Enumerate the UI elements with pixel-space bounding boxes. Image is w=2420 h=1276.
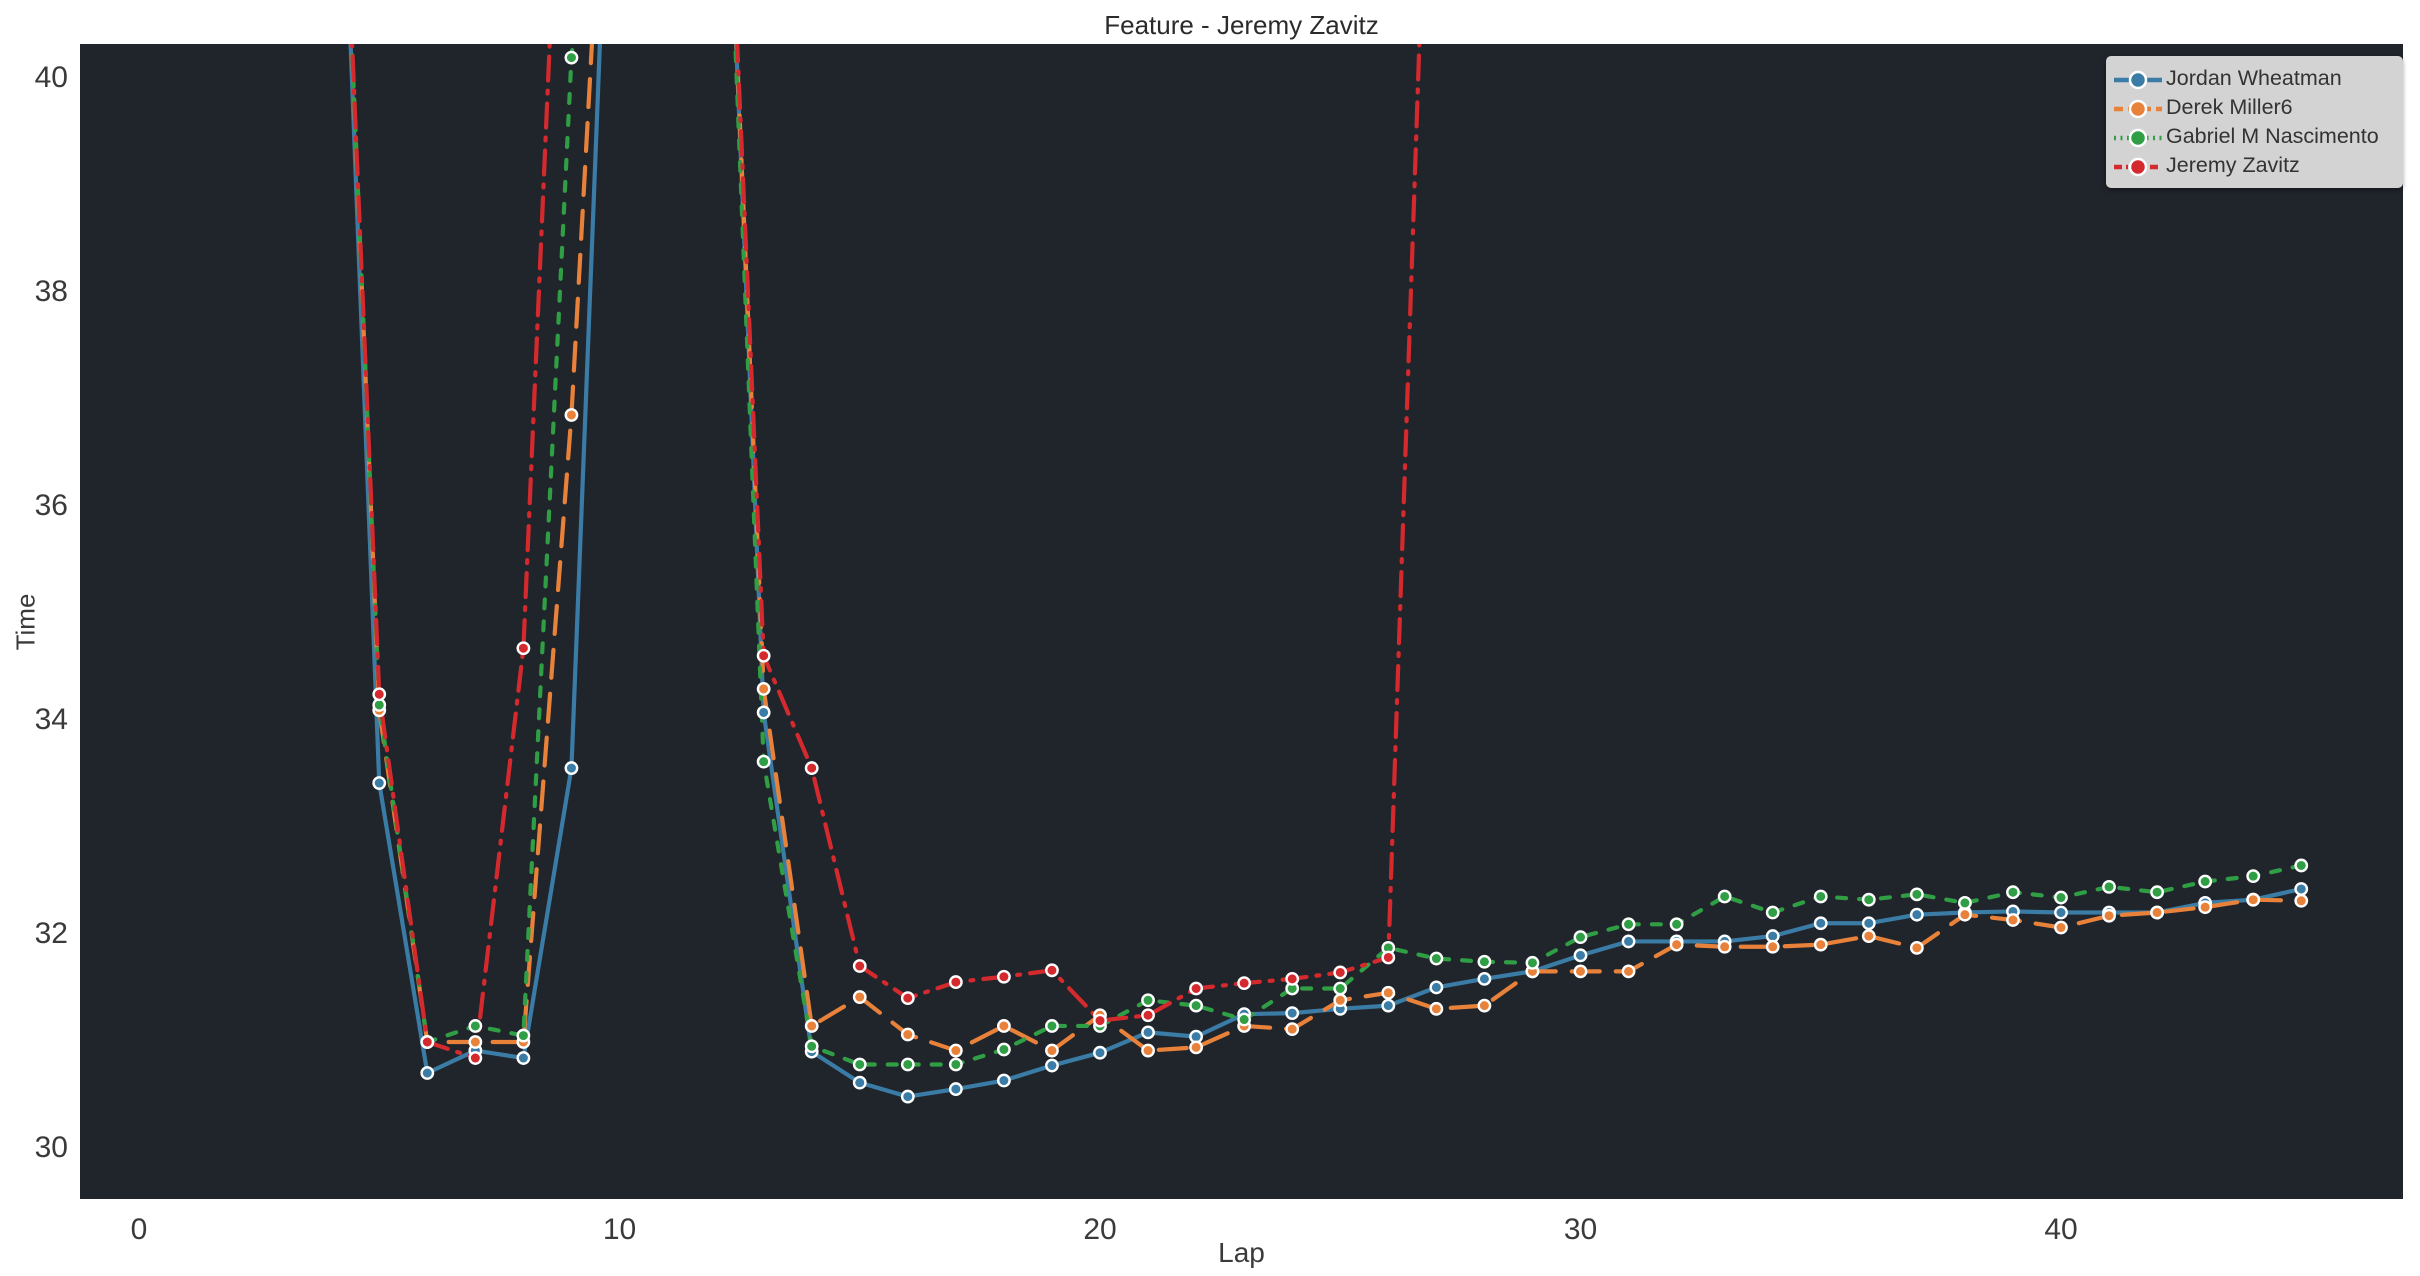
svg-text:40: 40 <box>35 61 68 94</box>
svg-text:30: 30 <box>35 1131 68 1164</box>
svg-text:34: 34 <box>35 703 68 736</box>
svg-text:38: 38 <box>35 275 68 308</box>
svg-text:36: 36 <box>35 489 68 522</box>
svg-text:32: 32 <box>35 917 68 950</box>
